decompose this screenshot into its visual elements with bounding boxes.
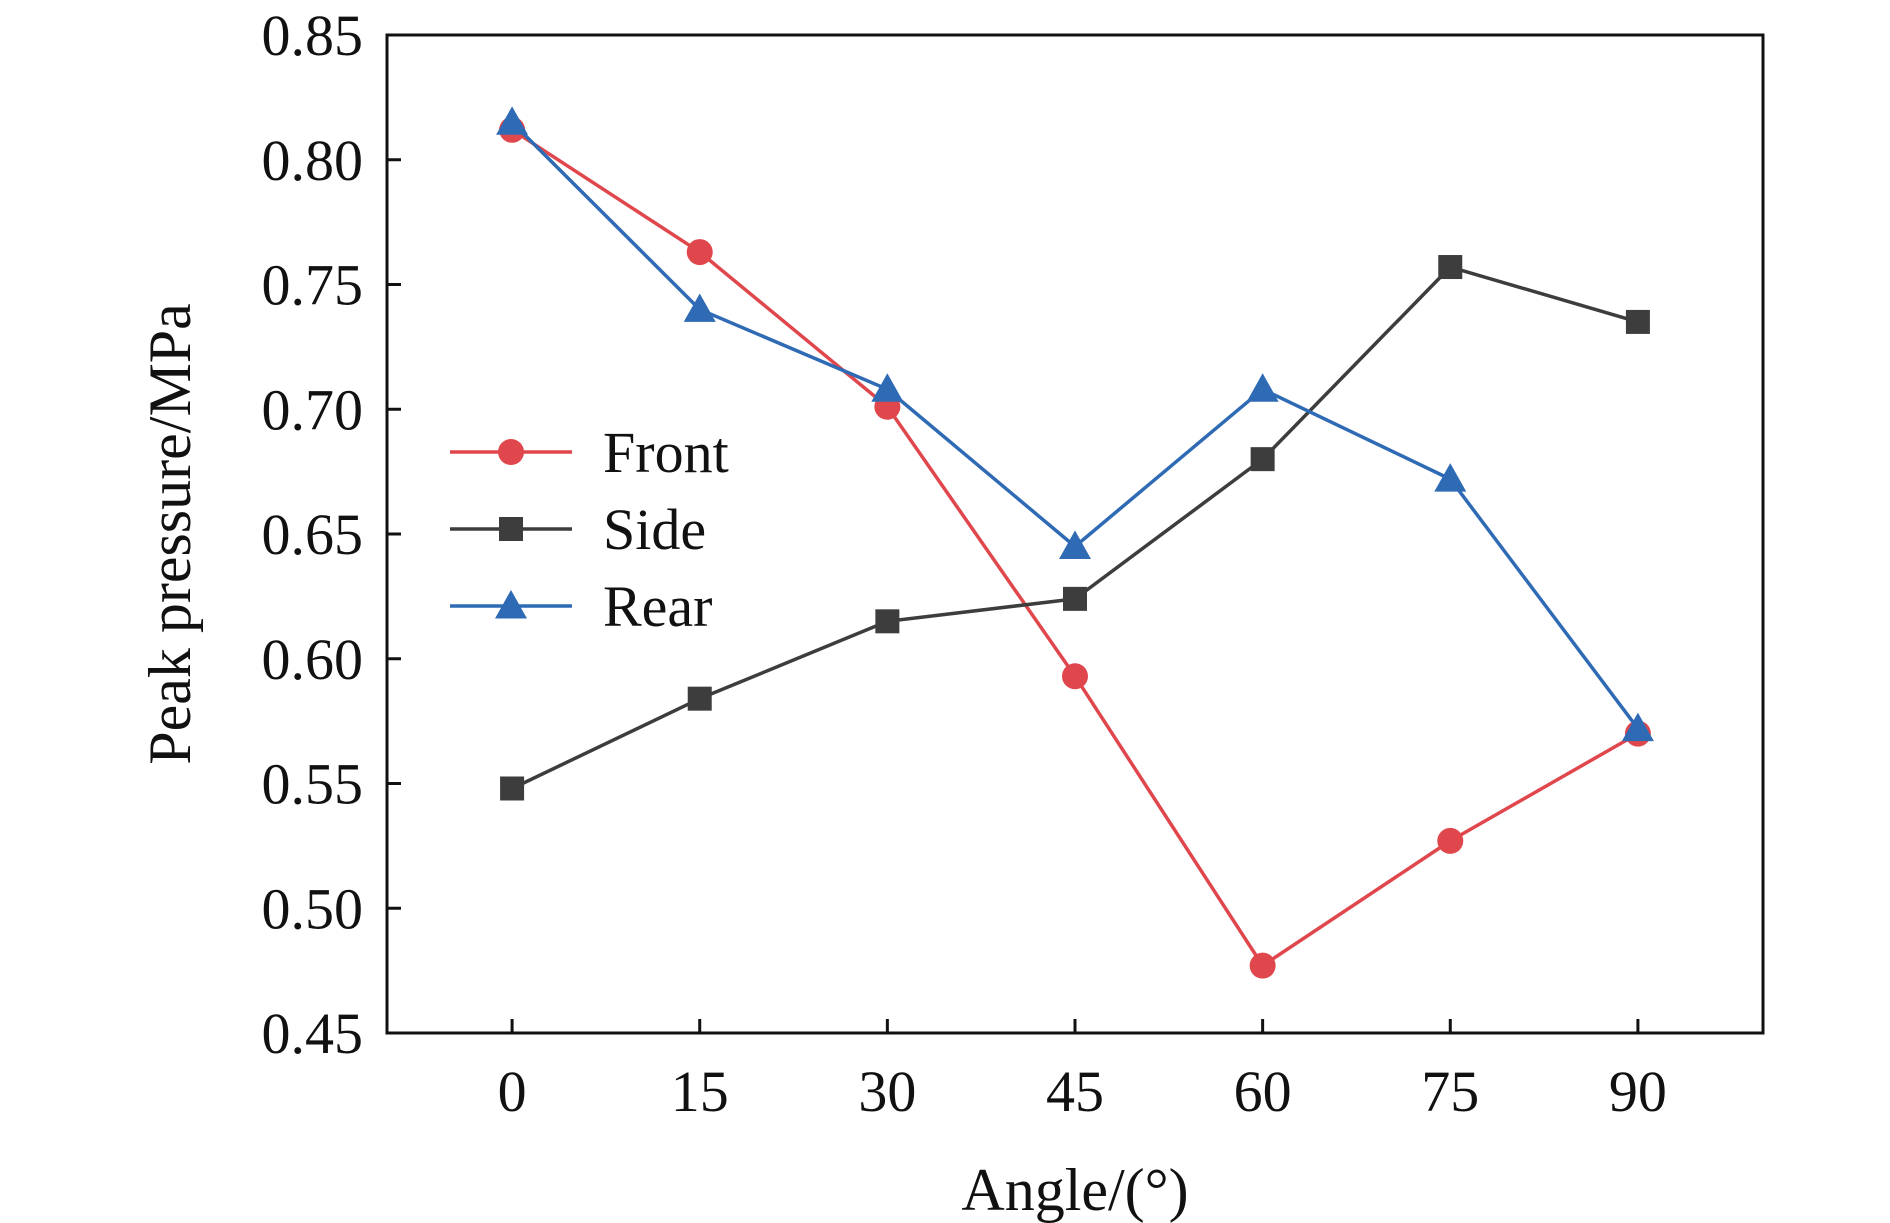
x-tick-label: 60 xyxy=(1234,1059,1292,1124)
data-point-rear xyxy=(1621,712,1654,742)
y-axis-title: Peak pressure/MPa xyxy=(137,303,203,765)
data-point-rear xyxy=(871,373,904,402)
data-point-rear xyxy=(1059,530,1091,559)
legend-marker-front xyxy=(498,439,524,465)
y-tick-label: 0.50 xyxy=(262,876,364,941)
data-point-side xyxy=(1438,255,1463,280)
legend-marker-rear xyxy=(495,590,527,619)
x-tick-label: 90 xyxy=(1609,1059,1667,1124)
y-tick-label: 0.55 xyxy=(262,752,364,817)
data-point-rear xyxy=(1434,463,1467,492)
data-point-front xyxy=(1249,952,1276,979)
y-tick-label: 0.80 xyxy=(262,128,364,193)
legend-item-side: Side xyxy=(450,497,706,562)
legend-label-front: Front xyxy=(603,420,729,485)
data-point-rear xyxy=(1246,373,1279,402)
data-point-side xyxy=(1250,447,1275,472)
data-point-side xyxy=(500,776,525,801)
y-tick-label: 0.60 xyxy=(262,627,364,692)
x-tick-label: 0 xyxy=(498,1059,527,1124)
x-tick-label: 30 xyxy=(858,1059,916,1124)
y-tick-label: 0.75 xyxy=(262,253,364,318)
legend-marker-side xyxy=(499,517,523,541)
x-tick-label: 15 xyxy=(671,1059,729,1124)
legend-label-side: Side xyxy=(603,497,706,562)
data-point-side xyxy=(1063,586,1087,611)
series-side xyxy=(500,255,1650,801)
legend-item-rear: Rear xyxy=(450,574,713,639)
data-point-front xyxy=(1437,827,1464,854)
legend-item-front: Front xyxy=(450,420,729,485)
x-tick-label: 45 xyxy=(1046,1059,1104,1124)
data-point-side xyxy=(1625,309,1650,334)
y-tick-label: 0.65 xyxy=(262,502,364,567)
x-tick-label: 75 xyxy=(1421,1059,1479,1124)
data-point-front xyxy=(1062,663,1088,690)
series-rear xyxy=(496,106,1654,742)
x-axis-title: Angle/(°) xyxy=(961,1157,1188,1223)
data-point-rear xyxy=(496,106,529,135)
data-point-side xyxy=(875,609,900,634)
y-tick-label: 0.70 xyxy=(262,377,364,442)
data-point-front xyxy=(686,239,713,266)
data-point-side xyxy=(687,686,712,711)
legend-label-rear: Rear xyxy=(603,574,713,639)
data-point-rear xyxy=(683,293,716,322)
y-tick-label: 0.45 xyxy=(262,1001,364,1066)
y-tick-label: 0.85 xyxy=(262,3,364,68)
